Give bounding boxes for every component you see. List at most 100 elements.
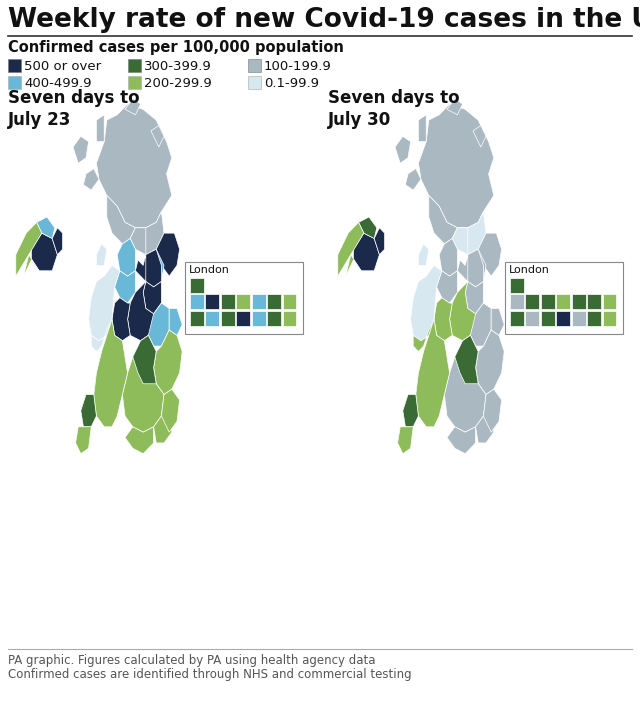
Bar [556, 294, 570, 309]
Polygon shape [83, 168, 99, 190]
Polygon shape [115, 271, 136, 303]
Text: PA graphic. Figures calculated by PA using health agency data: PA graphic. Figures calculated by PA usi… [8, 654, 376, 667]
Polygon shape [143, 282, 161, 314]
Polygon shape [478, 233, 502, 276]
Polygon shape [24, 255, 39, 276]
Polygon shape [434, 298, 452, 341]
Polygon shape [117, 239, 136, 276]
Polygon shape [473, 125, 486, 147]
Polygon shape [492, 308, 504, 335]
Polygon shape [413, 319, 434, 351]
Bar [221, 311, 235, 326]
Bar [267, 311, 281, 326]
Polygon shape [403, 394, 419, 427]
Polygon shape [97, 244, 107, 265]
Polygon shape [419, 115, 426, 142]
Polygon shape [97, 115, 104, 142]
Polygon shape [112, 298, 130, 341]
Polygon shape [122, 335, 164, 432]
Bar [236, 311, 250, 326]
Polygon shape [397, 427, 413, 453]
Bar [190, 277, 204, 293]
Text: Confirmed cases are identified through NHS and commercial testing: Confirmed cases are identified through N… [8, 668, 412, 681]
Polygon shape [465, 282, 483, 314]
Bar [525, 294, 540, 309]
Bar [283, 294, 296, 309]
Polygon shape [130, 227, 146, 255]
Bar [603, 294, 616, 309]
Bar [128, 59, 141, 72]
Polygon shape [468, 249, 486, 287]
Polygon shape [395, 137, 411, 163]
Bar [587, 294, 601, 309]
Polygon shape [429, 196, 458, 244]
Bar [8, 59, 21, 72]
Bar [248, 76, 261, 89]
Polygon shape [154, 330, 182, 394]
Polygon shape [136, 255, 146, 282]
Bar [505, 262, 623, 334]
Polygon shape [358, 217, 377, 239]
Polygon shape [154, 416, 172, 443]
Polygon shape [161, 389, 180, 432]
Text: 400-499.9: 400-499.9 [24, 77, 92, 90]
Text: Seven days to
July 30: Seven days to July 30 [328, 89, 460, 130]
Bar [190, 311, 204, 326]
Polygon shape [36, 217, 55, 239]
Bar [541, 311, 555, 326]
Polygon shape [52, 227, 63, 255]
Bar [510, 311, 524, 326]
Polygon shape [455, 335, 478, 384]
Polygon shape [125, 427, 154, 453]
Polygon shape [476, 416, 494, 443]
Polygon shape [458, 255, 468, 282]
Polygon shape [483, 389, 502, 432]
Polygon shape [416, 319, 450, 427]
Polygon shape [353, 233, 380, 271]
Bar [572, 311, 586, 326]
Polygon shape [450, 282, 476, 341]
Polygon shape [92, 319, 112, 351]
Bar [556, 311, 570, 326]
Bar [190, 294, 204, 309]
Polygon shape [405, 168, 421, 190]
Polygon shape [73, 137, 88, 163]
Bar [8, 76, 21, 89]
Polygon shape [346, 255, 361, 276]
Polygon shape [452, 212, 486, 255]
Bar [128, 76, 141, 89]
Polygon shape [97, 104, 172, 227]
Polygon shape [439, 239, 458, 276]
Bar [252, 294, 266, 309]
Bar [185, 262, 303, 334]
Polygon shape [374, 227, 385, 255]
Polygon shape [447, 99, 463, 115]
Polygon shape [156, 233, 180, 276]
Polygon shape [447, 427, 476, 453]
Polygon shape [81, 394, 97, 427]
Bar [283, 311, 296, 326]
Polygon shape [436, 271, 458, 303]
Polygon shape [465, 249, 483, 287]
Polygon shape [94, 319, 127, 427]
Polygon shape [444, 335, 486, 432]
Polygon shape [143, 249, 161, 287]
Polygon shape [419, 104, 494, 227]
Text: Seven days to
July 23: Seven days to July 23 [8, 89, 140, 130]
Polygon shape [470, 303, 492, 346]
Polygon shape [146, 249, 164, 287]
Bar [510, 277, 524, 293]
Bar [205, 311, 220, 326]
Polygon shape [127, 282, 154, 341]
Text: 100-199.9: 100-199.9 [264, 60, 332, 73]
Bar [252, 311, 266, 326]
Polygon shape [76, 427, 92, 453]
Text: Confirmed cases per 100,000 population: Confirmed cases per 100,000 population [8, 40, 344, 55]
Polygon shape [130, 212, 164, 255]
Bar [236, 294, 250, 309]
Bar [603, 311, 616, 326]
Bar [510, 294, 524, 309]
Text: 200-299.9: 200-299.9 [144, 77, 212, 90]
Polygon shape [107, 196, 136, 244]
Polygon shape [148, 303, 169, 346]
